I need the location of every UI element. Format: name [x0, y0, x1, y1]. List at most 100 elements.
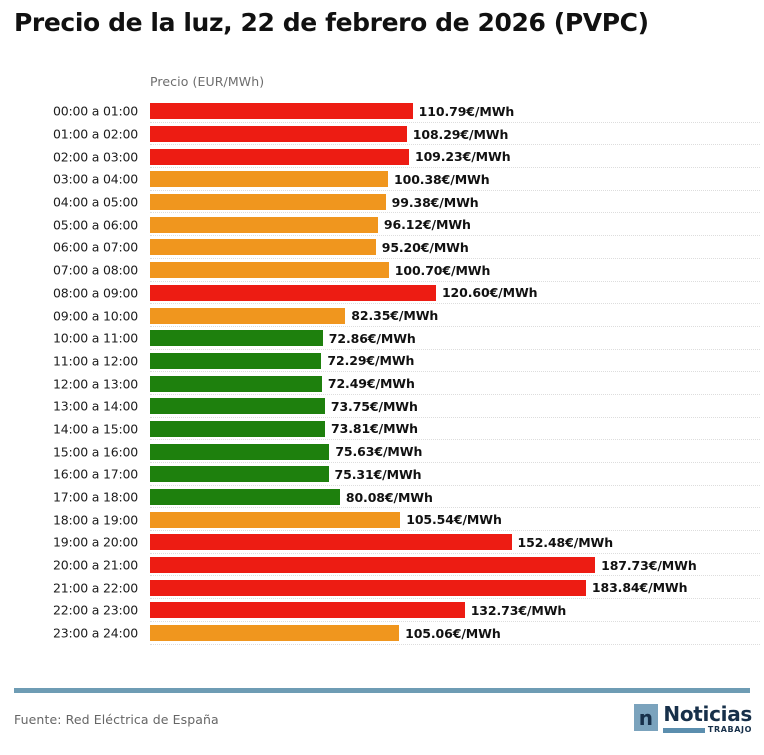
bar-value-label: 82.35€/MWh — [351, 308, 439, 324]
bar-track: 100.38€/MWh — [150, 171, 490, 188]
bar-fill[interactable] — [150, 103, 413, 120]
bar-fill[interactable] — [150, 579, 586, 596]
bar-category-label: 04:00 a 05:00 — [52, 194, 138, 210]
gridline — [150, 121, 760, 123]
bar-track: 73.81€/MWh — [150, 420, 418, 437]
bar-category-label: 00:00 a 01:00 — [52, 103, 138, 119]
gridline — [150, 303, 760, 305]
bar-fill[interactable] — [150, 557, 596, 574]
bar-fill[interactable] — [150, 375, 322, 392]
bar-category-label: 21:00 a 22:00 — [52, 580, 138, 596]
bar-row: 15:00 a 16:00 75.63€/MWh — [0, 440, 764, 463]
bar-track: 72.29€/MWh — [150, 352, 414, 369]
gridline — [150, 484, 760, 486]
bar-track: 72.49€/MWh — [150, 375, 415, 392]
bar-category-label: 16:00 a 17:00 — [52, 466, 138, 482]
bar-row: 03:00 a 04:00 100.38€/MWh — [0, 168, 764, 191]
brand-sub-label: TRABAJO — [707, 725, 752, 734]
bar-value-label: 73.75€/MWh — [330, 398, 418, 414]
bar-category-label: 19:00 a 20:00 — [52, 534, 138, 550]
bar-row: 11:00 a 12:00 72.29€/MWh — [0, 350, 764, 373]
bar-track: 105.06€/MWh — [150, 625, 501, 642]
bar-track: 96.12€/MWh — [150, 216, 471, 233]
bar-fill[interactable] — [150, 194, 386, 211]
bar-value-label: 110.79€/MWh — [418, 103, 515, 119]
bar-row: 21:00 a 22:00 183.84€/MWh — [0, 576, 764, 600]
gridline — [150, 393, 760, 395]
bar-category-label: 03:00 a 04:00 — [52, 171, 138, 187]
bar-fill[interactable] — [150, 171, 388, 188]
bar-track: 152.48€/MWh — [150, 534, 613, 551]
bar-category-label: 18:00 a 19:00 — [52, 512, 138, 528]
bar-value-label: 72.86€/MWh — [328, 330, 416, 346]
bar-category-label: 11:00 a 12:00 — [52, 353, 138, 369]
bar-category-label: 22:00 a 23:00 — [52, 602, 138, 618]
bar-category-label: 06:00 a 07:00 — [52, 239, 138, 255]
bar-row: 19:00 a 20:00 152.48€/MWh — [0, 531, 764, 554]
bar-row: 17:00 a 18:00 80.08€/MWh — [0, 486, 764, 509]
bar-track: 120.60€/MWh — [150, 284, 538, 301]
bar-row: 06:00 a 07:00 95.20€/MWh — [0, 236, 764, 259]
bar-value-label: 72.49€/MWh — [327, 376, 415, 392]
bar-category-label: 23:00 a 24:00 — [52, 625, 138, 641]
gridline — [150, 552, 760, 554]
bar-fill[interactable] — [150, 148, 409, 165]
bar-fill[interactable] — [150, 466, 329, 483]
bar-row: 18:00 a 19:00 105.54€/MWh — [0, 508, 764, 532]
bar-track: 105.54€/MWh — [150, 511, 502, 528]
gridline — [150, 189, 760, 191]
source-note: Fuente: Red Eléctrica de España — [14, 712, 219, 727]
bar-fill[interactable] — [150, 443, 330, 460]
gridline — [150, 371, 760, 373]
bar-track: 108.29€/MWh — [150, 126, 509, 143]
bar-category-label: 05:00 a 06:00 — [52, 217, 138, 233]
bar-category-label: 01:00 a 02:00 — [52, 126, 138, 142]
bar-row: 12:00 a 13:00 72.49€/MWh — [0, 372, 764, 395]
gridline — [150, 325, 760, 327]
bar-row: 01:00 a 02:00 108.29€/MWh — [0, 123, 764, 146]
brand-text-block: Noticias TRABAJO — [662, 702, 752, 734]
bar-fill[interactable] — [150, 625, 400, 642]
gridline — [150, 280, 760, 282]
bar-fill[interactable] — [150, 307, 346, 324]
bar-value-label: 183.84€/MWh — [591, 580, 688, 596]
bar-value-label: 108.29€/MWh — [412, 126, 509, 142]
brand-sub-row: TRABAJO — [662, 725, 752, 734]
bar-fill[interactable] — [150, 239, 376, 256]
bar-fill[interactable] — [150, 262, 389, 279]
bar-fill[interactable] — [150, 284, 436, 301]
bar-fill[interactable] — [150, 489, 340, 506]
bar-fill[interactable] — [150, 511, 401, 528]
footer-divider — [14, 688, 750, 693]
bar-row: 13:00 a 14:00 73.75€/MWh — [0, 395, 764, 418]
gridline — [150, 598, 760, 600]
bar-fill[interactable] — [150, 330, 323, 347]
bar-fill[interactable] — [150, 352, 322, 369]
bar-row: 23:00 a 24:00 105.06€/MWh — [0, 622, 764, 645]
bar-value-label: 96.12€/MWh — [383, 217, 471, 233]
bar-track: 110.79€/MWh — [150, 103, 515, 120]
bar-track: 82.35€/MWh — [150, 307, 439, 324]
bar-fill[interactable] — [150, 534, 512, 551]
bar-fill[interactable] — [150, 420, 325, 437]
bar-track: 80.08€/MWh — [150, 489, 433, 506]
bar-value-label: 105.06€/MWh — [405, 625, 501, 641]
bar-row: 07:00 a 08:00 100.70€/MWh — [0, 259, 764, 282]
brand-name: Noticias — [663, 702, 752, 726]
bar-fill[interactable] — [150, 398, 325, 415]
bar-fill[interactable] — [150, 126, 407, 143]
bar-category-label: 08:00 a 09:00 — [52, 285, 138, 301]
bar-value-label: 80.08€/MWh — [345, 489, 433, 505]
bar-chart-plot-area: 00:00 a 01:00 110.79€/MWh 01:00 a 02:00 108… — [0, 100, 764, 670]
bar-value-label: 109.23€/MWh — [414, 149, 511, 165]
gridline — [150, 144, 760, 146]
gridline — [150, 507, 760, 509]
bar-track: 183.84€/MWh — [150, 579, 688, 596]
bar-fill[interactable] — [150, 216, 378, 233]
brand-logo: n Noticias TRABAJO — [633, 702, 752, 734]
bar-fill[interactable] — [150, 602, 465, 619]
bar-category-label: 14:00 a 15:00 — [52, 421, 138, 437]
bar-value-label: 99.38€/MWh — [391, 194, 479, 210]
bar-value-label: 75.31€/MWh — [334, 466, 422, 482]
gridline — [150, 257, 760, 259]
